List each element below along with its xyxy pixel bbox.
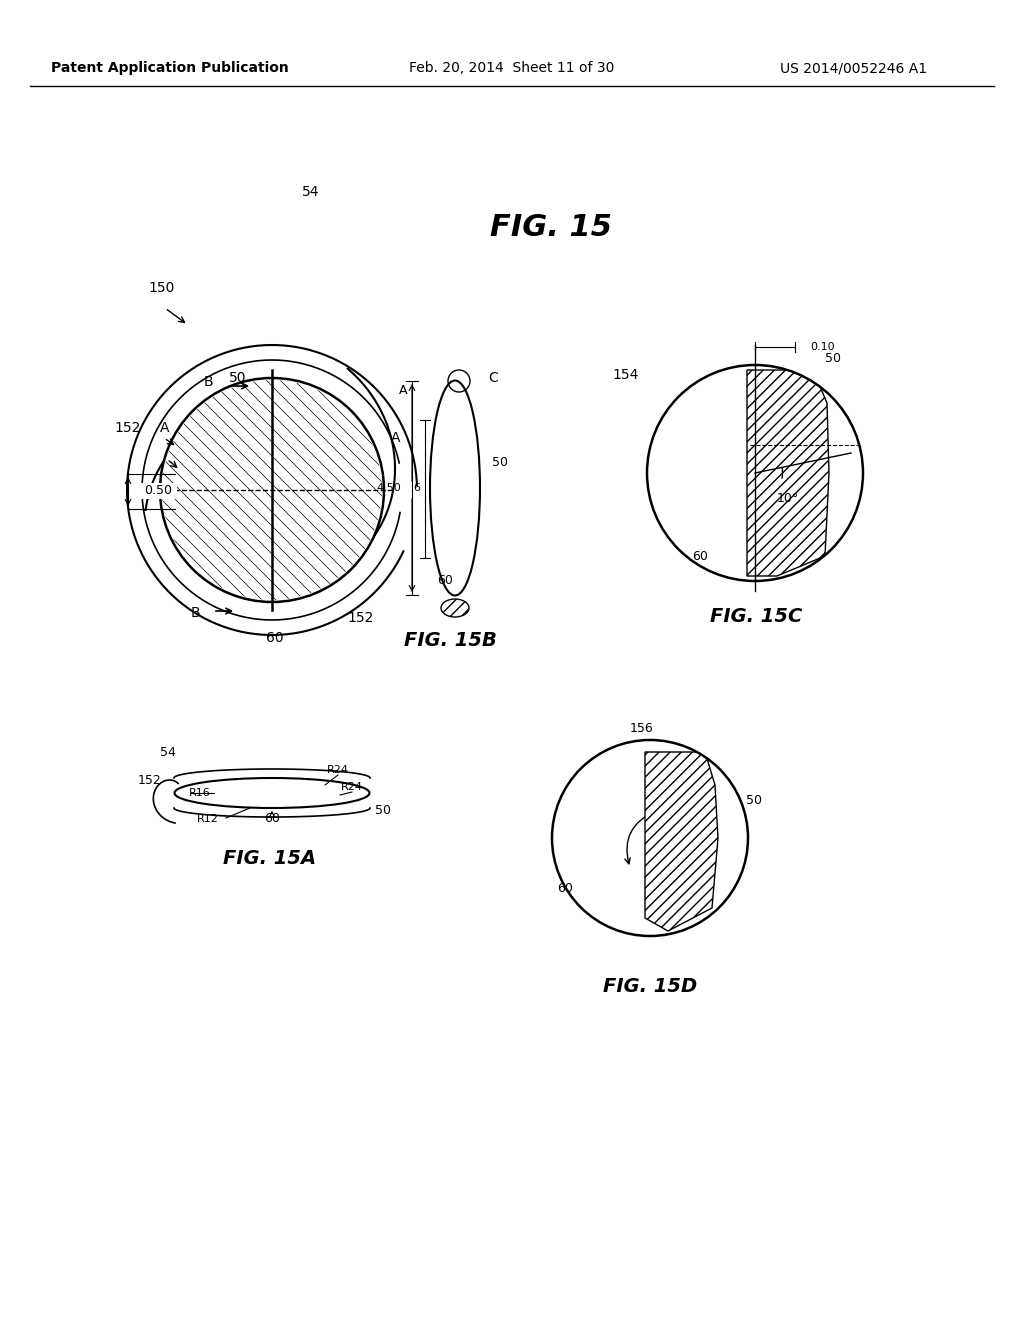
Text: US 2014/0052246 A1: US 2014/0052246 A1 <box>780 61 928 75</box>
Ellipse shape <box>431 381 479 594</box>
Text: R12: R12 <box>197 814 219 824</box>
Polygon shape <box>645 752 718 931</box>
Text: 60: 60 <box>264 812 280 825</box>
Text: 154: 154 <box>612 368 639 381</box>
Text: FIG. 15D: FIG. 15D <box>603 977 697 995</box>
Text: FIG. 15A: FIG. 15A <box>223 849 316 867</box>
Text: 152: 152 <box>115 421 141 436</box>
Text: 54: 54 <box>160 746 176 759</box>
Text: 156: 156 <box>630 722 654 734</box>
Ellipse shape <box>441 599 469 616</box>
Text: 60: 60 <box>437 573 453 586</box>
Text: A: A <box>160 421 170 436</box>
Text: 0.50: 0.50 <box>144 484 172 498</box>
Text: 50: 50 <box>492 455 508 469</box>
Text: 10°: 10° <box>777 491 800 504</box>
Circle shape <box>160 378 384 602</box>
Text: FIG. 15: FIG. 15 <box>490 214 612 243</box>
Text: R24: R24 <box>327 766 349 775</box>
Text: 50: 50 <box>375 804 391 817</box>
Ellipse shape <box>175 779 369 807</box>
Text: B: B <box>204 375 213 389</box>
Text: 150: 150 <box>148 281 174 294</box>
Text: 60: 60 <box>557 882 572 895</box>
Text: R16: R16 <box>189 788 211 799</box>
Text: Patent Application Publication: Patent Application Publication <box>51 61 289 75</box>
Text: 152: 152 <box>347 611 374 624</box>
Text: 152: 152 <box>137 775 161 788</box>
FancyBboxPatch shape <box>137 483 177 499</box>
Text: 4.50: 4.50 <box>376 483 401 492</box>
Text: FIG. 15B: FIG. 15B <box>403 631 497 649</box>
Text: 50: 50 <box>746 793 762 807</box>
Polygon shape <box>746 370 829 576</box>
Text: A: A <box>391 432 400 445</box>
Text: R24: R24 <box>341 781 362 792</box>
Text: C: C <box>488 371 498 385</box>
Text: FIG. 15C: FIG. 15C <box>710 607 802 627</box>
Circle shape <box>552 741 748 936</box>
Text: B: B <box>190 606 200 620</box>
Text: Feb. 20, 2014  Sheet 11 of 30: Feb. 20, 2014 Sheet 11 of 30 <box>410 61 614 75</box>
Text: 50: 50 <box>825 352 841 366</box>
Text: 50: 50 <box>228 371 246 385</box>
Text: 60: 60 <box>692 549 708 562</box>
Circle shape <box>647 366 863 581</box>
Text: 6: 6 <box>413 483 420 492</box>
Text: 0.10: 0.10 <box>810 342 835 352</box>
Text: 60: 60 <box>266 631 284 645</box>
Text: 54: 54 <box>302 185 319 199</box>
Text: A: A <box>398 384 407 396</box>
